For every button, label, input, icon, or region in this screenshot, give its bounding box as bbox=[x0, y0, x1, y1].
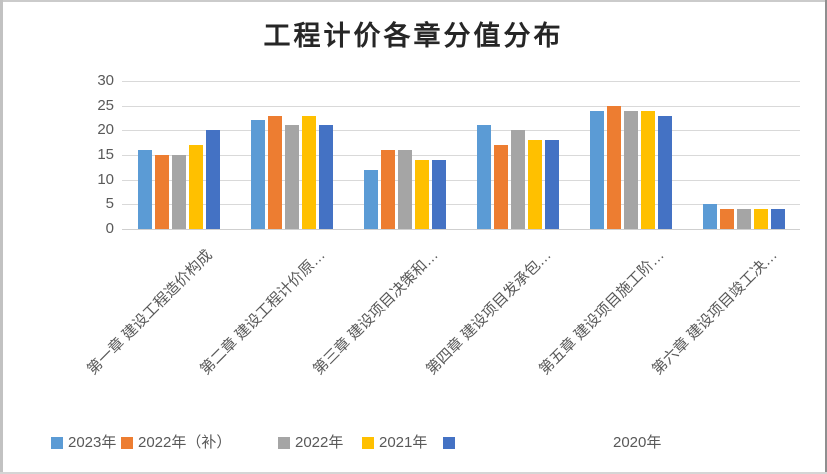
gridline bbox=[122, 81, 800, 82]
gridline bbox=[122, 155, 800, 156]
y-axis-label: 5 bbox=[105, 195, 114, 213]
legend-label: 2020年 bbox=[613, 434, 662, 451]
gridline bbox=[122, 179, 800, 181]
window-border-right bbox=[825, 0, 827, 474]
bar-2022年-cat4 bbox=[510, 130, 525, 229]
y-axis-label: 0 bbox=[105, 220, 114, 237]
y-axis-label: 20 bbox=[97, 121, 114, 139]
bar-2021年-cat5 bbox=[640, 110, 655, 229]
bar-2020年-cat2 bbox=[318, 125, 333, 229]
y-axis-label: 15 bbox=[97, 146, 114, 163]
legend-swatch-2022年（补） bbox=[121, 437, 133, 449]
bar-group bbox=[476, 81, 559, 229]
bar-2022年-cat6 bbox=[736, 209, 751, 229]
legend-label: 2022年（补） bbox=[138, 434, 232, 451]
bar-2022年（补）-cat5 bbox=[606, 105, 621, 229]
bar-2023年-cat3 bbox=[363, 169, 378, 229]
legend-label: 2021年 bbox=[379, 434, 428, 451]
bar-group bbox=[702, 81, 785, 229]
window-border-top bbox=[0, 0, 827, 2]
y-axis-label: 30 bbox=[97, 72, 114, 89]
bar-2021年-cat2 bbox=[301, 115, 316, 229]
bar-2022年（补）-cat4 bbox=[493, 145, 508, 229]
bar-2021年-cat1 bbox=[188, 145, 203, 229]
bar-2020年-cat3 bbox=[431, 159, 446, 229]
x-axis-line bbox=[122, 229, 800, 230]
gridline bbox=[122, 204, 800, 206]
bar-group bbox=[363, 81, 446, 229]
bar-2022年（补）-cat3 bbox=[380, 150, 395, 229]
gridline bbox=[122, 105, 800, 107]
bar-2020年-cat6 bbox=[770, 209, 785, 229]
bar-2022年-cat5 bbox=[623, 110, 638, 229]
bar-2022年（补）-cat1 bbox=[154, 155, 169, 229]
window-border-bottom bbox=[0, 472, 827, 474]
bar-2020年-cat1 bbox=[205, 130, 220, 229]
bar-group bbox=[137, 81, 220, 229]
bar-2020年-cat5 bbox=[657, 115, 672, 229]
bar-2022年-cat2 bbox=[284, 125, 299, 229]
gridline bbox=[122, 130, 800, 132]
bar-2023年-cat6 bbox=[702, 204, 717, 229]
bar-2022年（补）-cat6 bbox=[719, 209, 734, 229]
legend-label: 2023年 bbox=[68, 434, 117, 451]
legend-label: 2022年 bbox=[295, 434, 344, 451]
bar-2023年-cat4 bbox=[476, 125, 491, 229]
bar-2023年-cat5 bbox=[589, 110, 604, 229]
legend-swatch-2023年 bbox=[51, 437, 63, 449]
bar-2020年-cat4 bbox=[544, 140, 559, 229]
bar-2021年-cat4 bbox=[527, 140, 542, 229]
bar-2023年-cat1 bbox=[137, 150, 152, 229]
bar-2023年-cat2 bbox=[250, 120, 265, 229]
bar-2022年-cat3 bbox=[397, 150, 412, 229]
bar-2022年-cat1 bbox=[171, 155, 186, 229]
legend-swatch-2022年 bbox=[278, 437, 290, 449]
bar-2021年-cat3 bbox=[414, 159, 429, 229]
legend-swatch-2020年 bbox=[443, 437, 455, 449]
plot-area bbox=[122, 81, 800, 230]
x-axis-label: 第六章 建设项目竣工决… bbox=[648, 246, 781, 379]
bar-group bbox=[250, 81, 333, 229]
bar-2022年（补）-cat2 bbox=[267, 115, 282, 229]
bar-group bbox=[589, 81, 672, 229]
window-border-left bbox=[0, 0, 3, 474]
y-axis-label: 10 bbox=[97, 170, 114, 188]
chart-title: 工程计价各章分值分布 bbox=[263, 21, 564, 51]
y-axis-label: 25 bbox=[97, 96, 114, 114]
bar-2021年-cat6 bbox=[753, 209, 768, 229]
legend-swatch-2021年 bbox=[362, 437, 374, 449]
